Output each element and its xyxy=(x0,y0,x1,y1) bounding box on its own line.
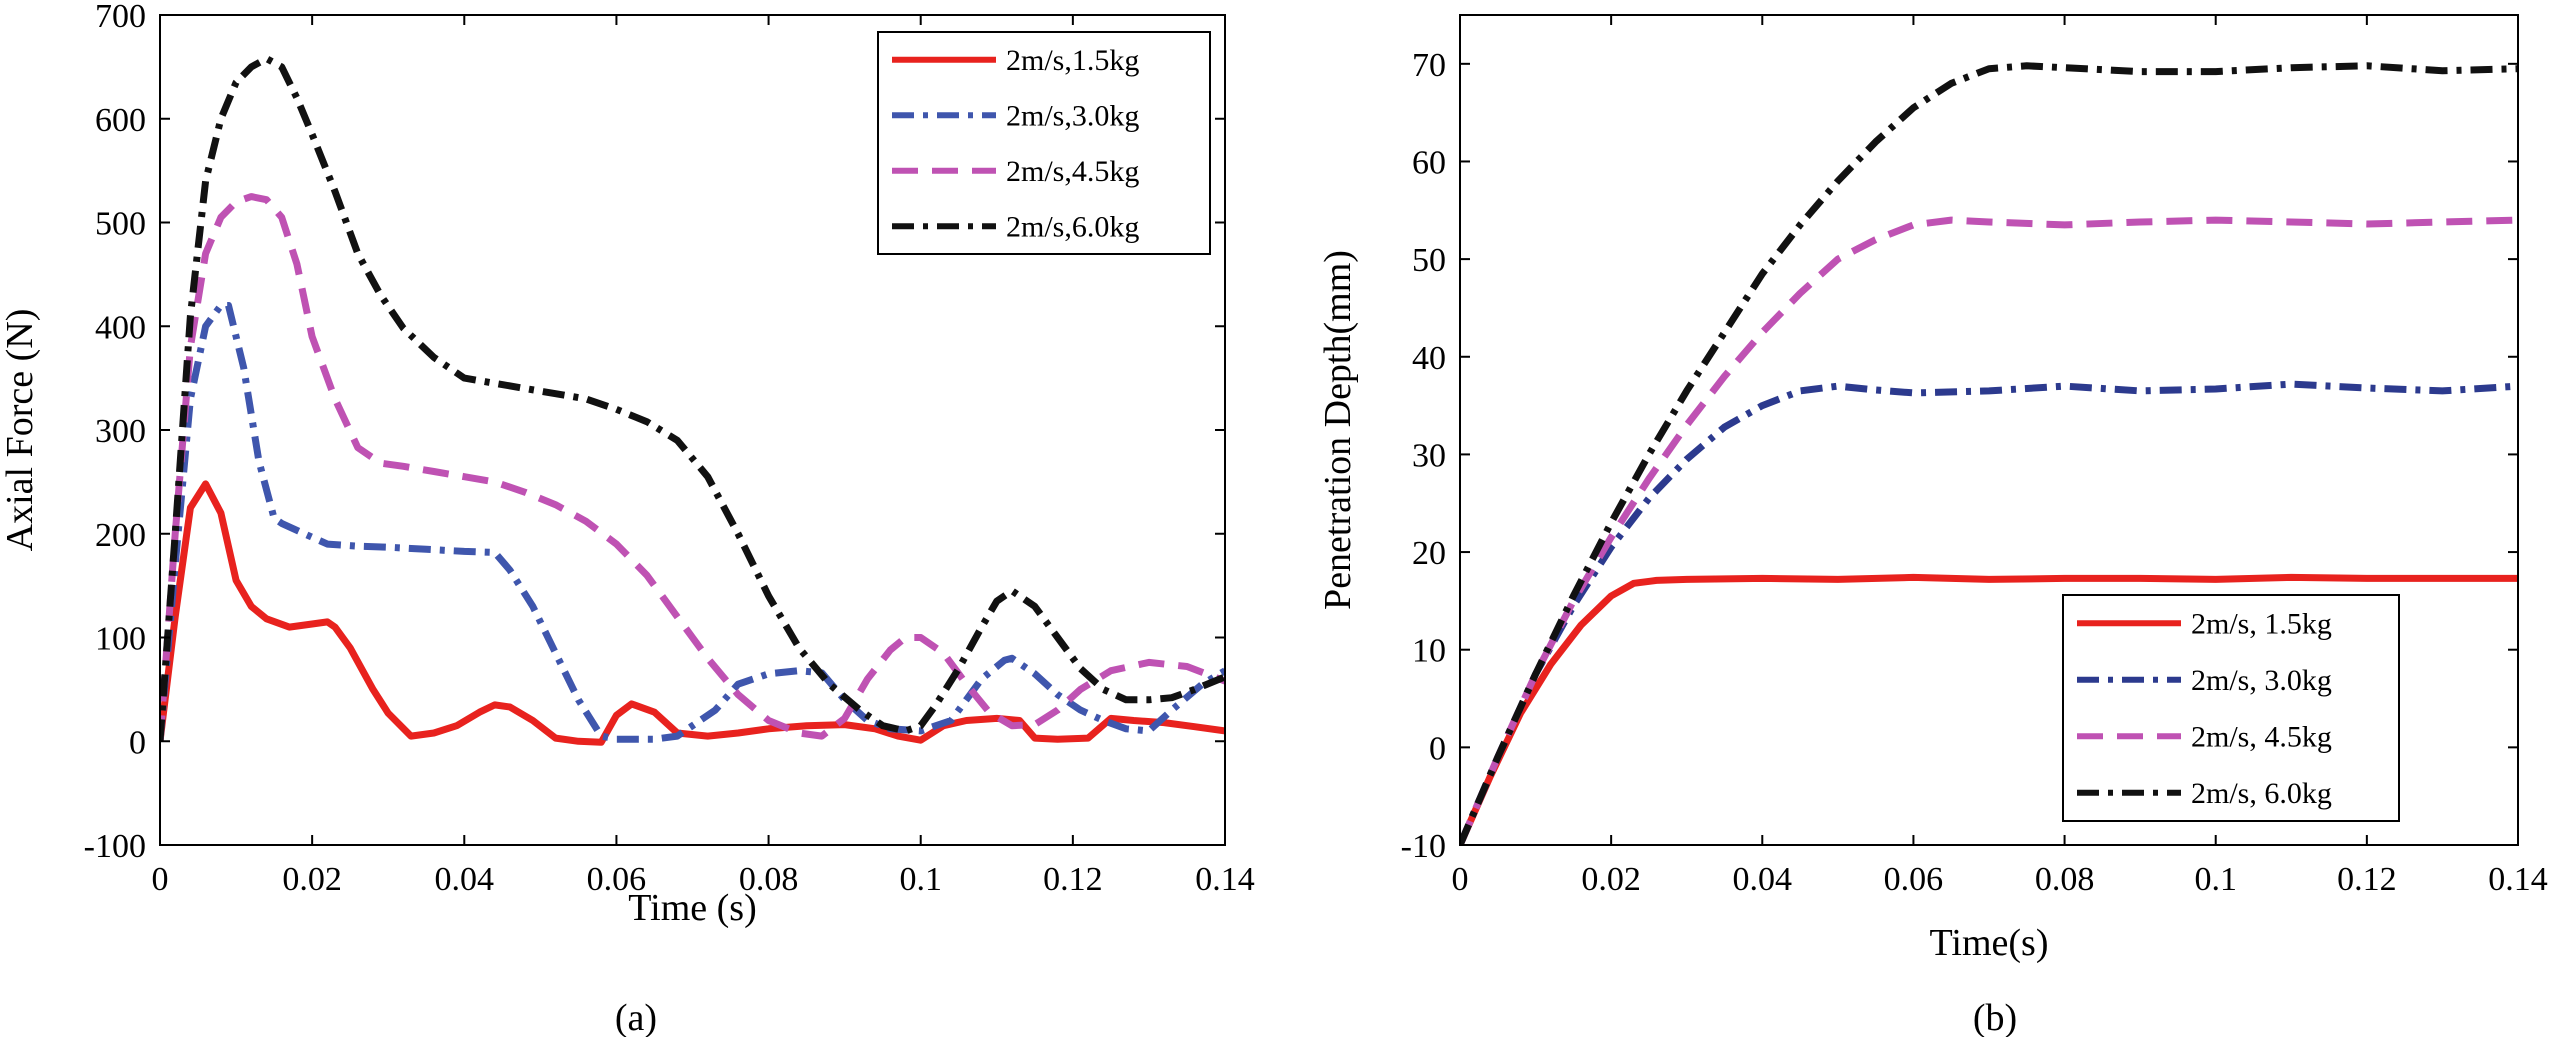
series-line-b-3 xyxy=(1460,216,2518,845)
series-line-b-4 xyxy=(1460,62,2518,845)
x-tick-label-b-2: 0.04 xyxy=(1733,861,1793,898)
x-tick-label-b-0: 0 xyxy=(1452,861,1469,898)
y-tick-label-b-5: 40 xyxy=(1412,340,1446,377)
chart-b: 0 0.02 0.04 0.06 0.08 0.1 0.12 0.14-10010203040… xyxy=(1317,14,2548,964)
legend-label-b-4: 2m/s, 6.0kg xyxy=(2191,777,2332,810)
caption-a: (a) xyxy=(615,997,657,1037)
x-tick-label-b-7: 0.14 xyxy=(2488,861,2548,898)
legend-label-a-3: 2m/s,4.5kg xyxy=(1006,155,1139,188)
y-tick-label-b-4: 30 xyxy=(1412,437,1446,474)
caption-b: (b) xyxy=(1973,997,2017,1037)
legend-box-a xyxy=(877,31,1211,255)
x-tick-label-b-3: 0.06 xyxy=(1884,861,1944,898)
legend-label-a-4: 2m/s,6.0kg xyxy=(1006,210,1139,243)
x-tick-label-a-2: 0.04 xyxy=(435,861,495,898)
plot-frame-b xyxy=(1459,14,2519,846)
y-tick-label-a-8: 700 xyxy=(95,0,146,35)
legend-label-a-2: 2m/s,3.0kg xyxy=(1006,99,1139,132)
y-axis-label-b: Penetration Depth(mm) xyxy=(1317,250,1359,610)
y-tick-label-a-1: 0 xyxy=(129,724,146,761)
x-tick-label-a-5: 0.1 xyxy=(899,861,942,898)
x-tick-label-a-3: 0.06 xyxy=(587,861,647,898)
series-line-a-3 xyxy=(160,193,1225,742)
x-tick-label-a-1: 0.02 xyxy=(282,861,342,898)
series-line-a-4 xyxy=(160,55,1225,742)
y-tick-label-b-1: 0 xyxy=(1429,730,1446,767)
legend-label-b-2: 2m/s, 3.0kg xyxy=(2191,664,2332,697)
series-line-a-2 xyxy=(160,302,1225,743)
x-tick-label-a-6: 0.12 xyxy=(1043,861,1103,898)
legend-box-b xyxy=(2062,594,2400,822)
x-tick-label-b-5: 0.1 xyxy=(2194,861,2237,898)
y-tick-label-b-8: 70 xyxy=(1412,47,1446,84)
y-tick-label-b-2: 10 xyxy=(1412,633,1446,670)
series-line-b-1 xyxy=(1460,573,2518,845)
legend-label-b-3: 2m/s, 4.5kg xyxy=(2191,720,2332,753)
series-line-a-1 xyxy=(160,480,1225,746)
y-tick-label-b-6: 50 xyxy=(1412,242,1446,279)
x-tick-label-a-7: 0.14 xyxy=(1195,861,1255,898)
y-axis-label-a: Axial Force (N) xyxy=(0,309,41,552)
chart-a: 0 0.02 0.04 0.06 0.08 0.1 0.12 0.14-10001002003… xyxy=(0,0,1255,929)
y-tick-label-a-7: 600 xyxy=(95,102,146,139)
legend-label-b-1: 2m/s, 1.5kg xyxy=(2191,607,2332,640)
y-tick-label-b-0: -10 xyxy=(1401,828,1446,865)
x-tick-label-a-4: 0.08 xyxy=(739,861,799,898)
legend-label-a-1: 2m/s,1.5kg xyxy=(1006,44,1139,77)
x-tick-label-b-6: 0.12 xyxy=(2337,861,2397,898)
y-tick-label-a-5: 400 xyxy=(95,309,146,346)
y-tick-label-b-7: 60 xyxy=(1412,144,1446,181)
y-tick-label-a-0: -100 xyxy=(84,828,146,865)
x-tick-label-b-4: 0.08 xyxy=(2035,861,2095,898)
y-tick-label-a-3: 200 xyxy=(95,517,146,554)
x-axis-label-b: Time(s) xyxy=(1930,922,2049,964)
legend-a: 2m/s,1.5kg 2m/s,3.0kg 2m/s,4.5kg 2m/s,6.0kg xyxy=(877,31,1211,255)
x-tick-label-b-1: 0.02 xyxy=(1581,861,1641,898)
y-tick-label-a-6: 500 xyxy=(95,206,146,243)
series-group-a xyxy=(160,55,1225,746)
y-tick-label-a-4: 300 xyxy=(95,413,146,450)
y-tick-label-a-2: 100 xyxy=(95,621,146,658)
x-tick-label-a-0: 0 xyxy=(152,861,169,898)
x-axis-label-a: Time (s) xyxy=(628,887,756,929)
series-group-b xyxy=(1460,62,2518,845)
y-tick-label-b-3: 20 xyxy=(1412,535,1446,572)
legend-b: 2m/s, 1.5kg 2m/s, 3.0kg 2m/s, 4.5kg 2m/s, 6… xyxy=(2062,594,2400,822)
